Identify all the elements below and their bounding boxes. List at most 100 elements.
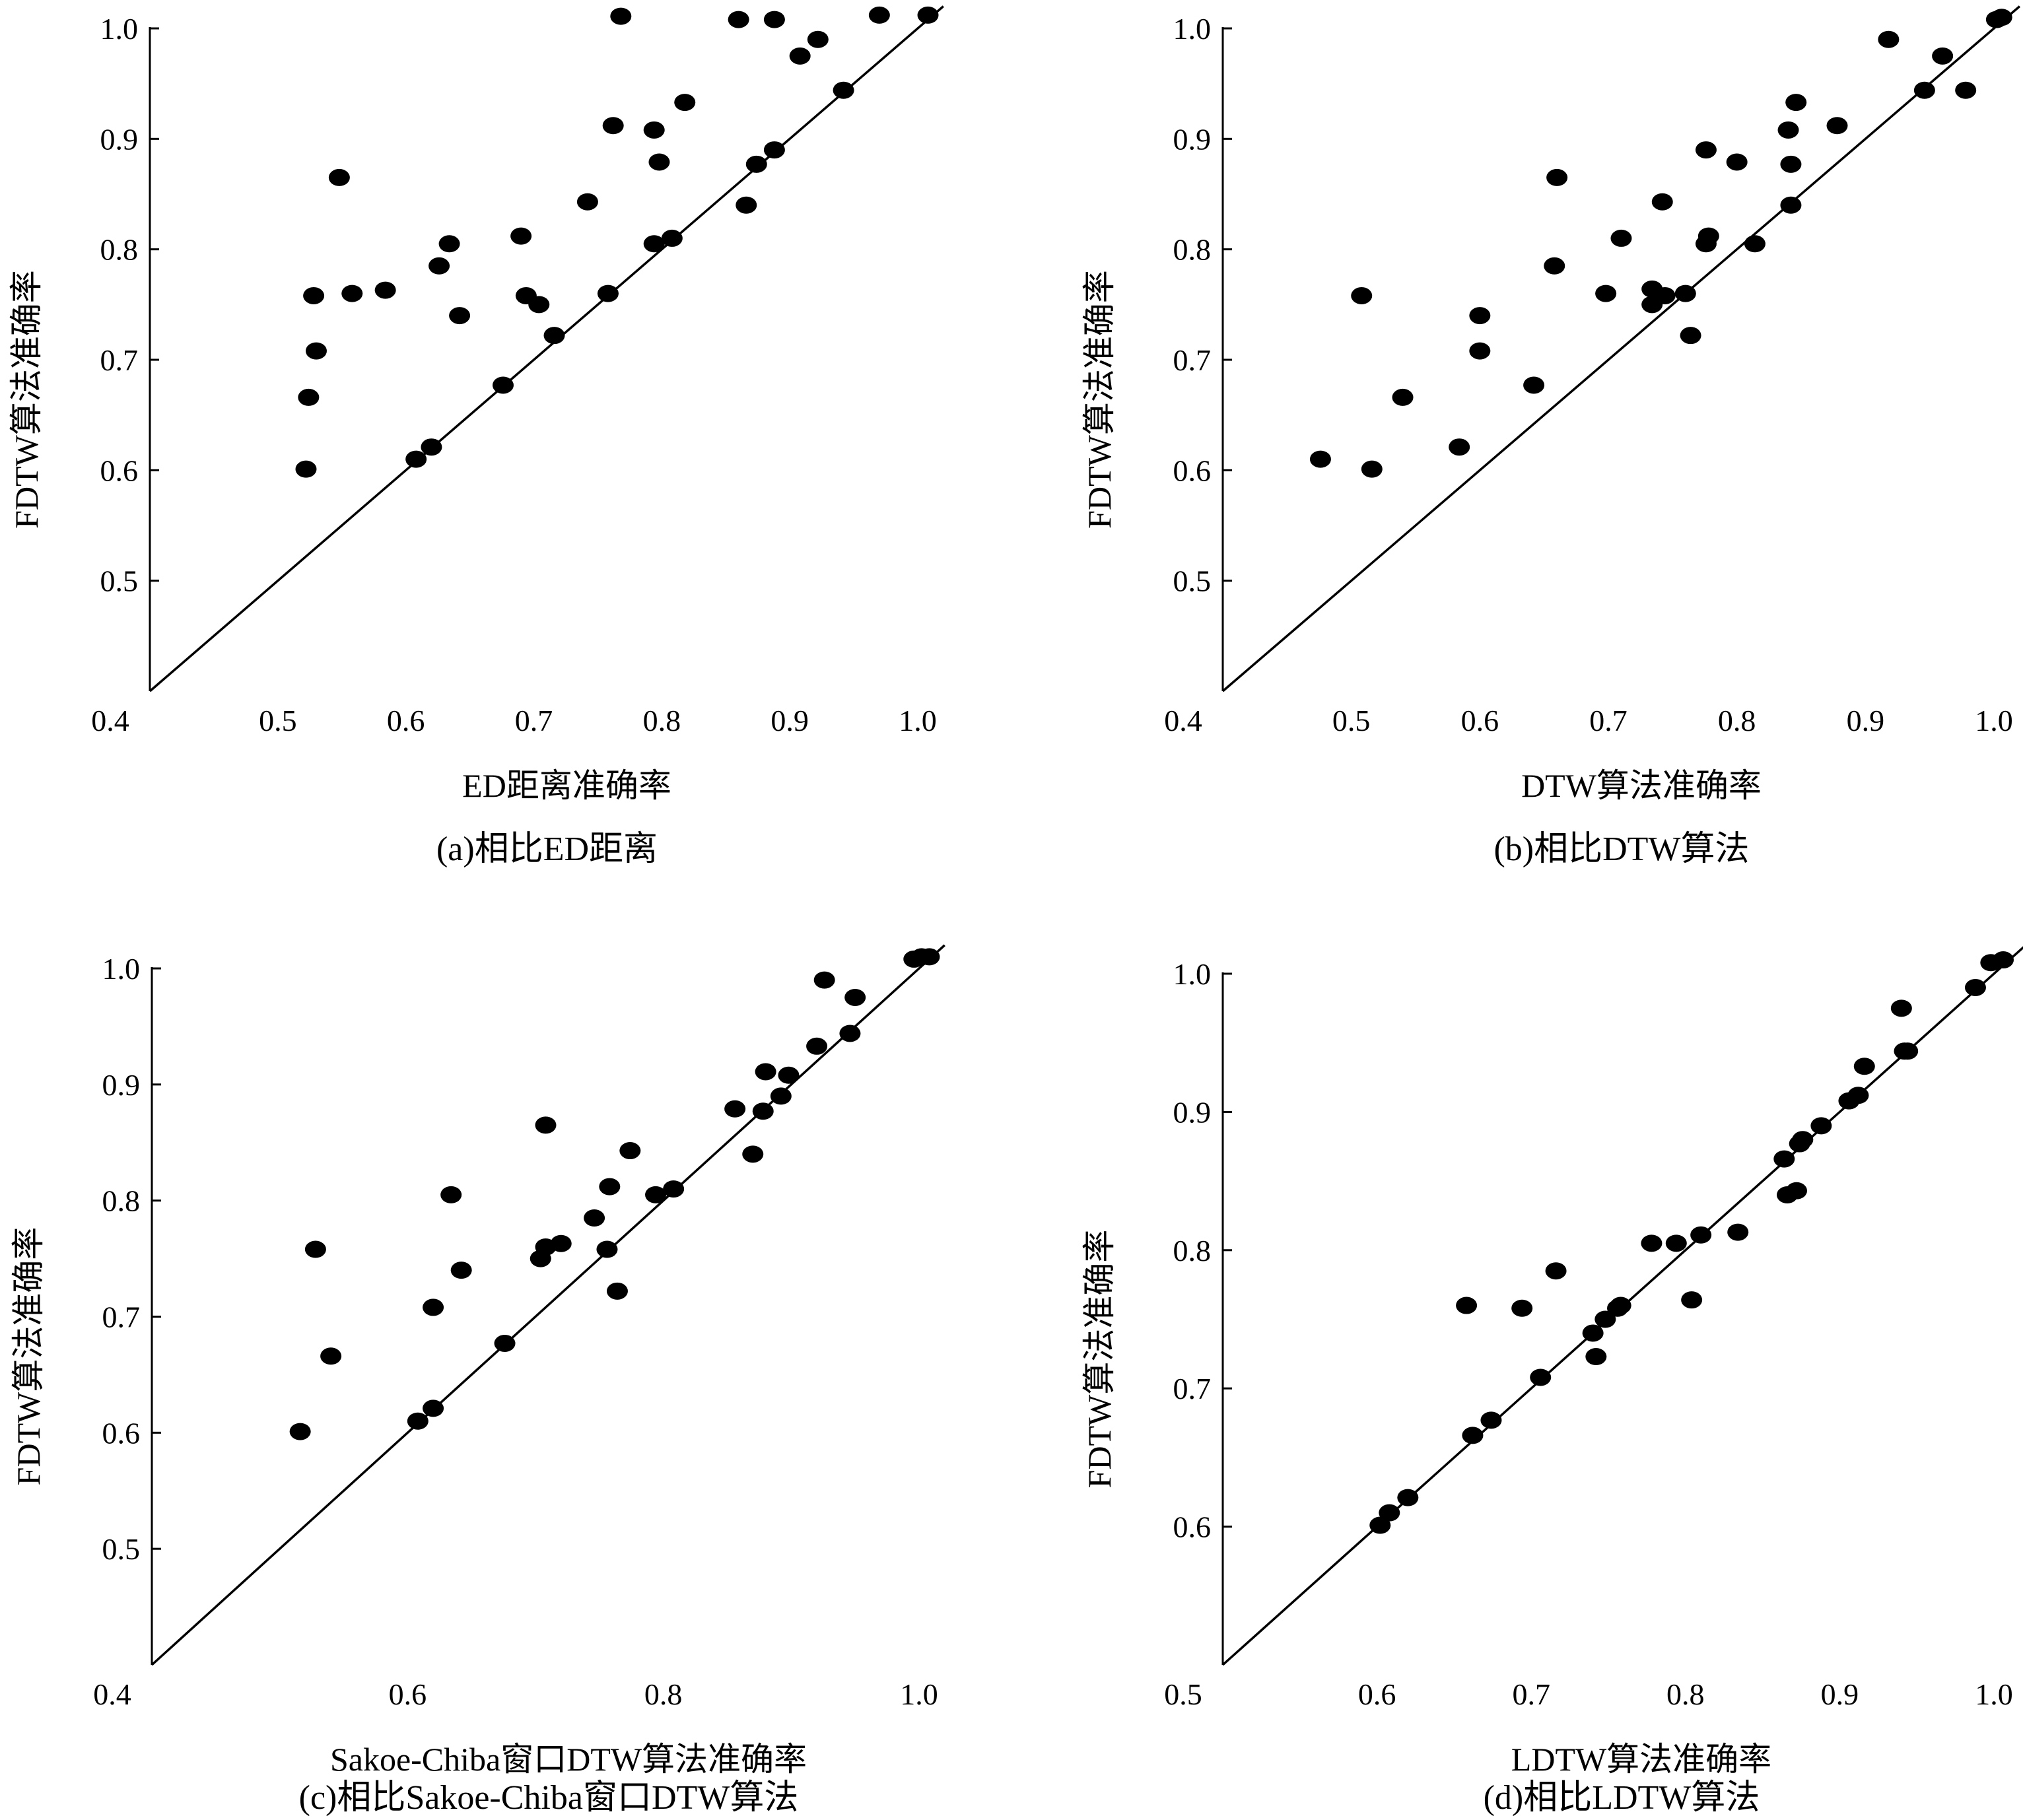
data-point (1610, 229, 1632, 247)
y-tick-label: 0.7 (102, 1300, 141, 1334)
data-point (745, 155, 767, 173)
data-point (1379, 1504, 1400, 1522)
data-point (1890, 999, 1912, 1017)
data-point (648, 153, 670, 171)
data-point (438, 235, 460, 253)
y-axis-label: FDTW算法准确率 (1081, 1230, 1118, 1489)
x-tick-label: 0.9 (771, 704, 809, 737)
y-axis-label: FDTW算法准确率 (10, 1227, 47, 1486)
data-point (755, 1063, 776, 1081)
data-point (728, 11, 749, 28)
data-point (1680, 327, 1701, 345)
data-point (1847, 1087, 1869, 1104)
data-point (1369, 1516, 1391, 1534)
y-tick-label: 0.7 (1173, 343, 1212, 377)
panel-caption: (a)相比ED距离 (436, 830, 658, 868)
data-point (839, 1025, 861, 1042)
data-point (535, 1116, 557, 1134)
x-axis-label: ED距离准确率 (462, 767, 671, 804)
data-point (440, 1186, 462, 1203)
data-point (1744, 235, 1766, 253)
x-axis-label: LDTW算法准确率 (1511, 1741, 1771, 1778)
data-point (1777, 121, 1799, 139)
data-point (494, 1334, 516, 1352)
data-point (1651, 193, 1673, 211)
y-tick-label: 0.5 (100, 564, 139, 598)
data-point (298, 388, 320, 406)
y-tick-label: 1.0 (1173, 12, 1212, 46)
data-point (918, 948, 940, 966)
data-point (1695, 141, 1717, 159)
data-point (303, 286, 325, 304)
data-point (1610, 1297, 1631, 1314)
data-point (1546, 168, 1568, 186)
data-point (341, 285, 363, 302)
x-tick-label: 0.4 (1164, 704, 1202, 737)
x-tick-label: 0.9 (1847, 704, 1885, 737)
x-tick-label: 0.7 (1589, 704, 1628, 737)
data-point (752, 1102, 774, 1120)
data-point (450, 1262, 472, 1279)
panel-a: 0.5 0.6 0.7 0.8 0.9 1.0 0.4 0.5 0.6 0.7 0.8 0.9 1.0 E… (8, 5, 944, 868)
data-point (1964, 978, 1986, 996)
data-point (1897, 1042, 1919, 1060)
data-point (550, 1234, 572, 1252)
data-point (1674, 285, 1696, 302)
data-point (1681, 1291, 1703, 1309)
y-tick-label: 0.9 (1173, 122, 1212, 156)
y-tick-label: 1.0 (102, 952, 141, 986)
data-point (295, 460, 317, 478)
data-point (602, 117, 624, 135)
data-point (596, 1240, 618, 1258)
data-point (1511, 1299, 1533, 1317)
data-point (763, 11, 785, 28)
y-tick-label: 0.8 (102, 1184, 141, 1218)
x-tick-label: 0.8 (1666, 1677, 1705, 1711)
x-tick-label: 0.7 (515, 704, 553, 737)
y-tick-label: 0.5 (1173, 564, 1212, 598)
data-point (405, 450, 427, 468)
data-point (663, 1180, 685, 1198)
data-point (1726, 153, 1748, 171)
data-point (510, 227, 532, 245)
data-point (599, 1178, 621, 1196)
data-point (868, 6, 890, 24)
x-tick-label: 0.6 (1358, 1677, 1396, 1711)
data-point (645, 1186, 667, 1203)
data-point (1449, 438, 1470, 456)
data-point (1991, 9, 2012, 26)
y-tick-label: 0.8 (1173, 1234, 1212, 1267)
y-tick-label: 0.9 (100, 122, 139, 156)
data-point (1853, 1058, 1875, 1075)
y-tick-label: 0.7 (1173, 1372, 1212, 1405)
y-tick-label: 0.8 (1173, 233, 1212, 267)
data-point (492, 376, 514, 394)
data-point (661, 229, 683, 247)
data-point (1469, 342, 1491, 360)
data-point (1397, 1489, 1419, 1506)
data-point (1392, 388, 1414, 406)
data-point (1665, 1234, 1687, 1252)
data-point (1523, 376, 1545, 394)
data-point (1462, 1427, 1484, 1444)
data-point (1530, 1368, 1552, 1386)
data-point (1773, 1150, 1795, 1168)
data-point (1654, 286, 1676, 304)
y-axis-label: FDTW算法准确率 (1081, 270, 1118, 529)
y-tick-label: 1.0 (100, 12, 139, 46)
data-point (813, 971, 835, 989)
y-tick-label: 1.0 (1173, 957, 1212, 991)
panel-d: 0.6 0.7 0.8 0.9 1.0 0.5 0.6 0.7 0.8 0.9 1.0 LDTW算法准… (1081, 946, 2023, 1817)
data-point (1582, 1324, 1604, 1342)
data-point (917, 6, 939, 24)
data-point (763, 141, 785, 159)
data-point (789, 47, 811, 65)
data-point (584, 1209, 605, 1227)
data-point (1697, 227, 1719, 245)
x-tick-label: 0.8 (1718, 704, 1756, 737)
reference-diagonal-line (151, 944, 945, 1666)
data-point (1585, 1348, 1607, 1366)
x-tick-label: 0.6 (389, 1677, 427, 1711)
x-tick-label: 1.0 (900, 1677, 938, 1711)
